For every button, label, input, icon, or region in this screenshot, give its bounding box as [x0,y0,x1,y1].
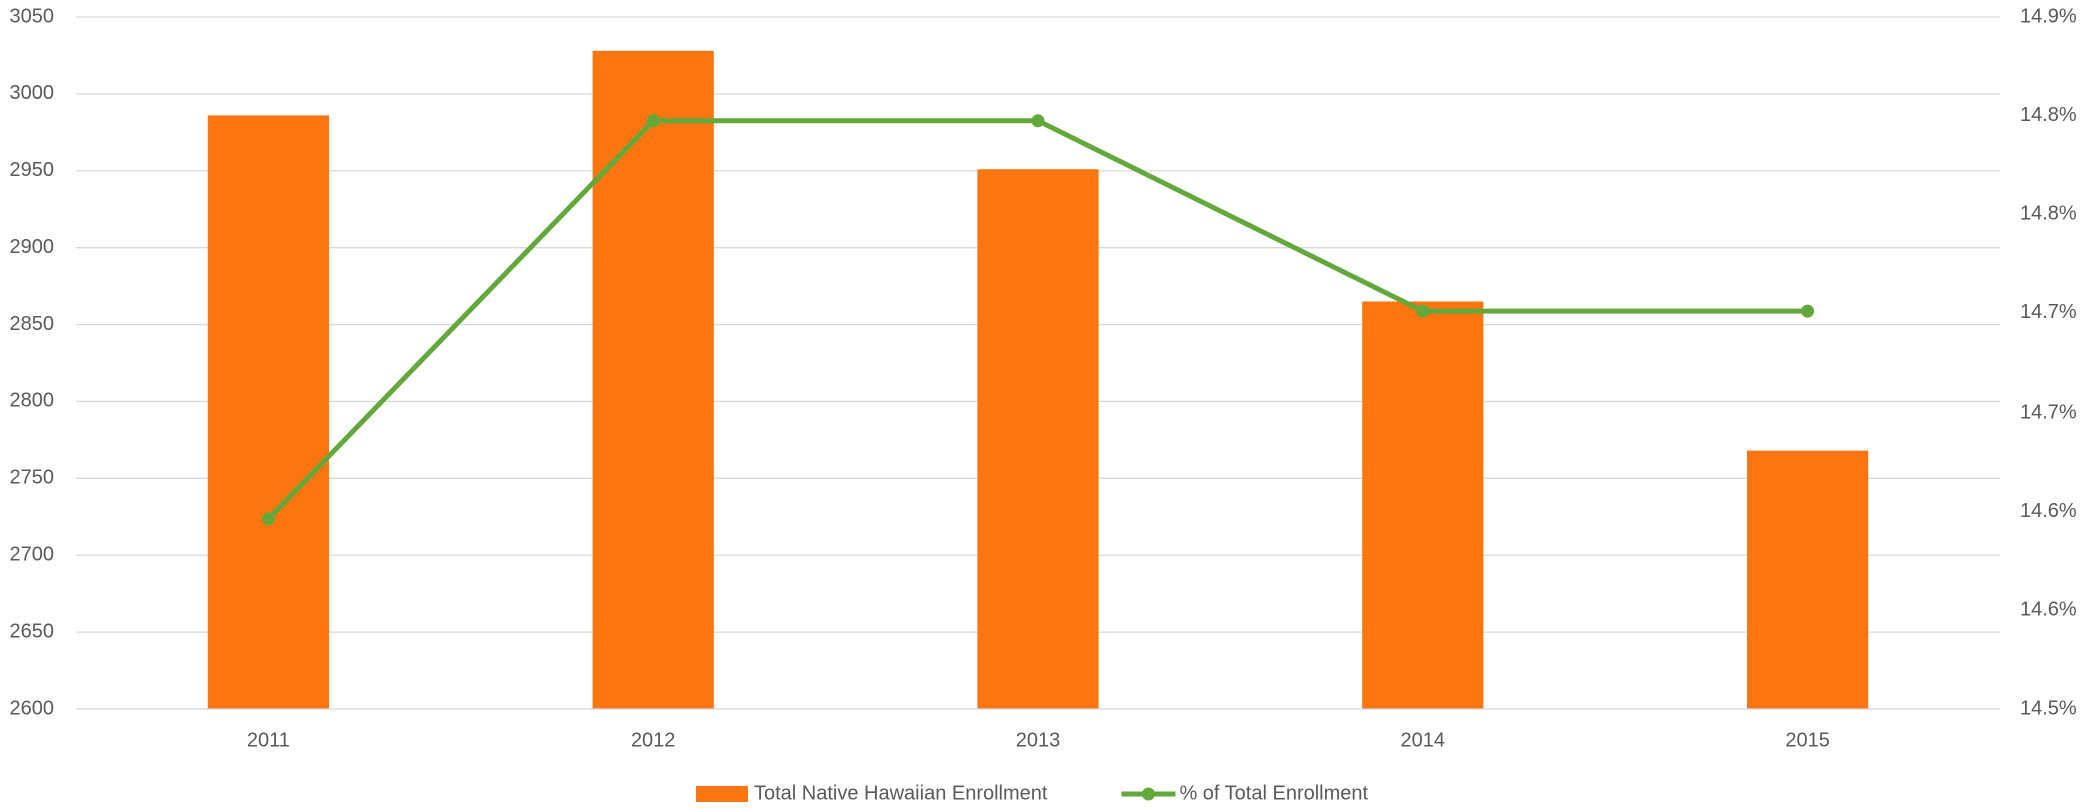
bar [1362,301,1484,709]
y2-tick-label: 14.9% [2020,5,2077,27]
y-tick-label: 2900 [10,236,55,258]
line-marker [1031,114,1045,128]
y-tick-label: 3000 [10,82,55,104]
x-tick-label: 2013 [1016,729,1061,751]
x-tick-label: 2012 [631,729,676,751]
x-tick-label: 2014 [1401,729,1446,751]
line-marker [1801,304,1815,318]
bar [592,50,714,709]
y-tick-label: 3050 [10,5,55,27]
y2-tick-label: 14.6% [2020,500,2077,522]
bar [1746,450,1869,709]
y-tick-label: 2700 [10,544,55,566]
y-tick-label: 2750 [10,467,55,489]
bar [207,115,330,709]
legend-swatch [696,786,748,802]
y-tick-label: 2950 [10,159,55,181]
legend-label: % of Total Enrollment [1179,782,1368,804]
bar [977,169,1099,710]
y-tick-label: 2650 [10,620,55,642]
x-tick-label: 2015 [1785,729,1830,751]
y-tick-label: 2850 [10,313,55,335]
x-tick-label: 2011 [247,729,290,751]
legend-marker [1141,787,1155,801]
y-tick-label: 2600 [10,697,55,719]
line-marker [261,512,275,526]
line-marker [646,114,660,128]
y2-tick-label: 14.5% [2020,697,2077,719]
y2-tick-label: 14.8% [2020,203,2077,225]
y2-tick-label: 14.8% [2020,104,2077,126]
y2-tick-label: 14.6% [2020,599,2077,621]
line-marker [1416,304,1430,318]
y2-tick-label: 14.7% [2020,301,2077,323]
legend-label: Total Native Hawaiian Enrollment [754,782,1048,804]
y2-tick-label: 14.7% [2020,401,2077,423]
y-tick-label: 2800 [10,390,55,412]
